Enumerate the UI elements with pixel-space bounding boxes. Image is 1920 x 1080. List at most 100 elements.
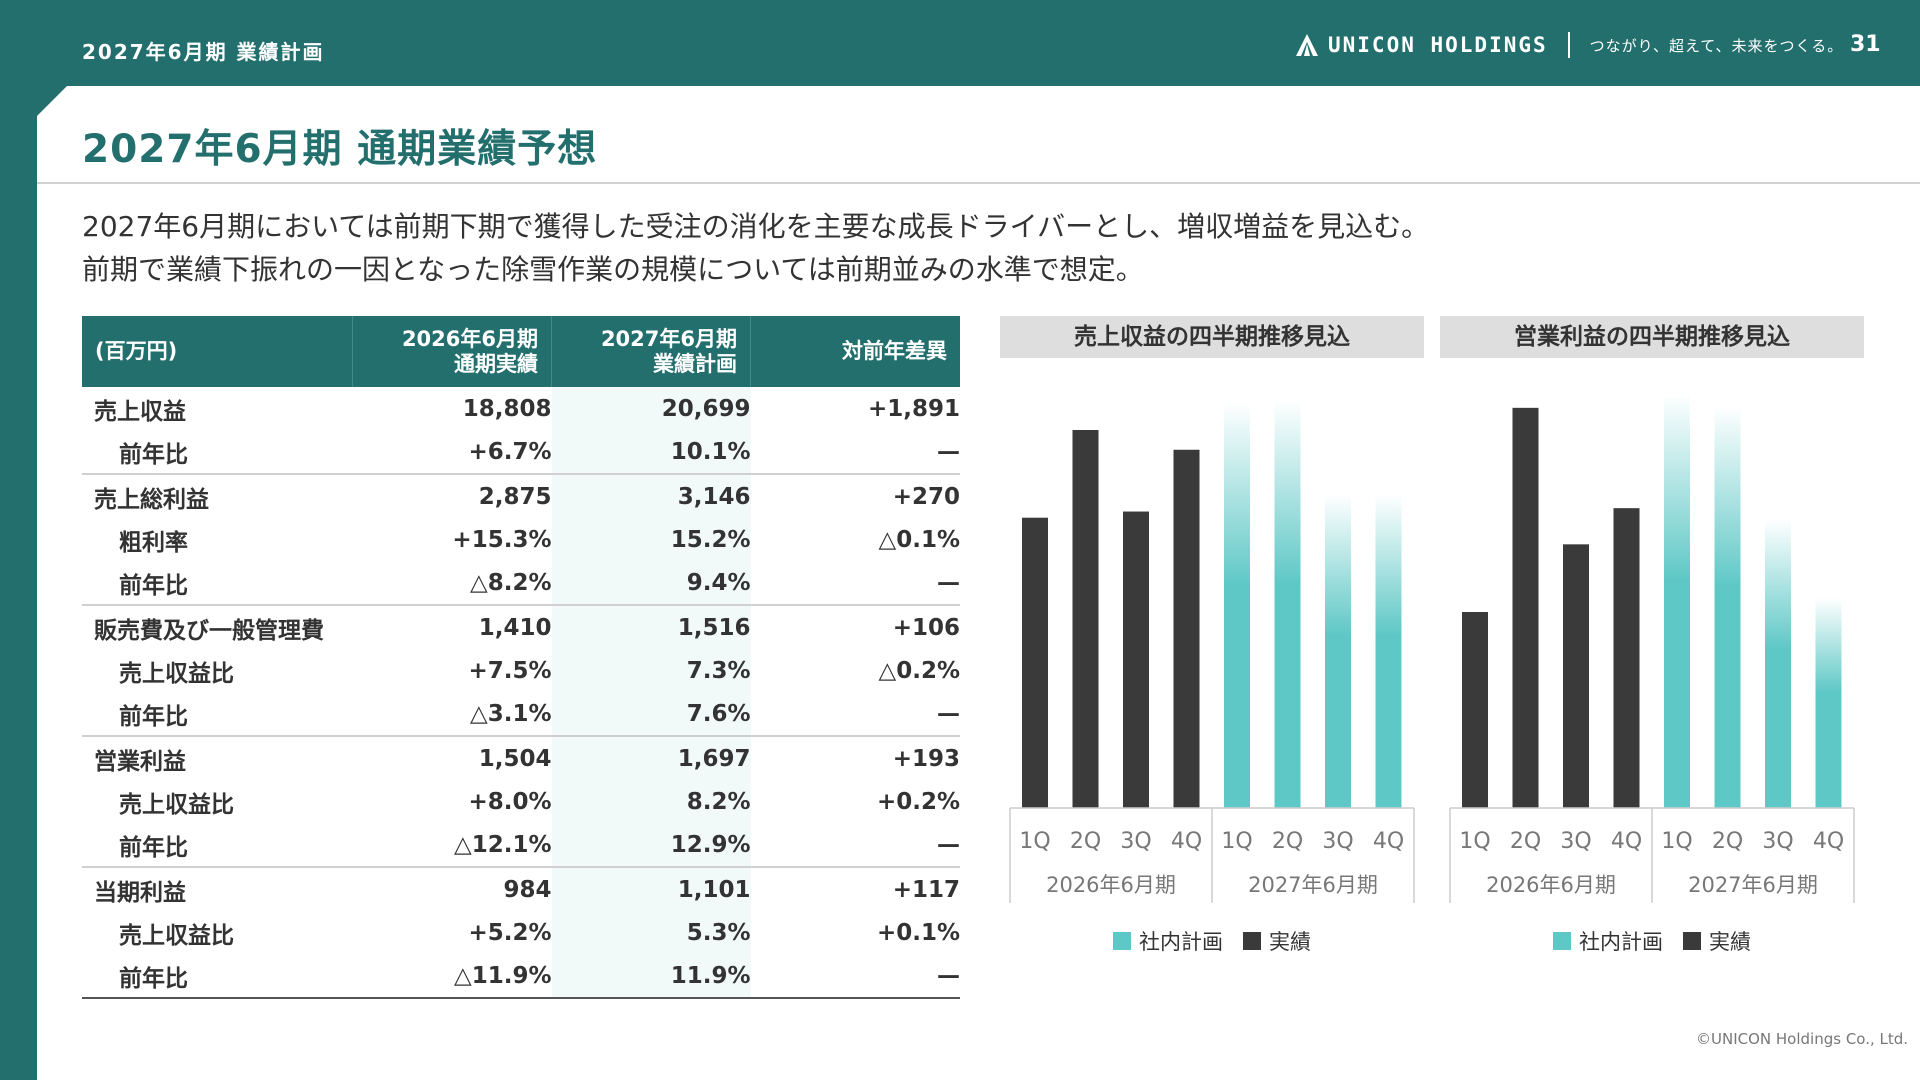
quarter-tick-label: 1Q [1459,829,1490,854]
row-label: 前年比 [119,572,188,599]
quarter-tick-label: 4Q [1171,829,1202,854]
actual-bar [1563,544,1589,808]
plan-bar [1274,400,1301,808]
row-label: 粗利率 [119,529,188,556]
table-row: 営業利益 1,504 1,697 +193 [82,735,960,780]
legend-plan: 社内計画 [1113,926,1223,956]
fy2026-value: 1,504 [352,735,552,780]
quarter-tick-label: 4Q [1373,829,1404,854]
legend-actual: 実績 [1243,926,1311,956]
diff-value: △0.1% [878,526,960,553]
quarter-tick-label: 1Q [1661,829,1692,854]
mountain-logo-icon [1296,34,1318,56]
plan-bar [1714,405,1741,808]
actual-bar [1462,612,1488,808]
table-row: 売上収益比 +8.0% 8.2% +0.2% [82,780,960,823]
quarter-tick-label: 2Q [1070,829,1101,854]
actual-bar [1022,517,1048,808]
revenue-chart-svg: 1Q 2Q 3Q 4Q 1Q 2Q 3Q 4Q 2026年6月期 2027年6月期 [1009,400,1415,903]
table-header-row: (百万円) 2026年6月期 通期実績 2027年6月期 業績計画 対前年差異 [82,316,960,387]
fy2027-value: 7.6% [551,692,751,736]
diff-value: +106 [750,604,960,649]
fy2027-value: 15.2% [551,518,751,561]
quarter-tick-label: 2Q [1272,829,1303,854]
quarter-tick-label: 4Q [1611,829,1642,854]
quarter-tick-label: 3Q [1560,829,1591,854]
row-label: 前年比 [119,441,188,468]
table-row: 売上収益比 +5.2% 5.3% +0.1% [82,911,960,954]
operating-profit-quarterly-chart: 営業利益の四半期推移見込 1Q 2Q 3Q 4Q 1Q 2Q 3Q 4Q 2026年6月期 202… [1440,316,1864,966]
fy2027-value: 9.4% [551,561,751,605]
table-row: 前年比 △12.1% 12.9% — [82,823,960,867]
plan-bar [1664,393,1690,808]
fy2026-value: 984 [352,866,552,911]
fy2027-value: 8.2% [551,780,751,823]
diff-value: +0.1% [876,919,960,946]
revenue-quarterly-chart: 売上収益の四半期推移見込 1Q 2Q 3Q 4Q 1Q 2Q 3Q 4Q 2026年6月期 202… [1000,316,1424,966]
brand-tagline: つながり、超えて、未来をつくる。 [1589,36,1844,55]
actual-swatch [1683,932,1701,950]
diff-value: +270 [750,473,960,518]
quarter-tick-label: 3Q [1120,829,1151,854]
legend-plan: 社内計画 [1553,926,1663,956]
chart-title: 売上収益の四半期推移見込 [1000,316,1424,358]
actual-bar [1072,430,1099,808]
row-label: 当期利益 [82,866,353,911]
summary-line: 2027年6月期においては前期下期で獲得した受注の消化を主要な成長ドライバーとし… [82,210,1430,243]
fy2027-header-line2: 業績計画 [653,351,737,376]
diff-value: +193 [750,735,960,780]
fy2027-value: 1,101 [551,866,751,911]
fy2026-value: △11.9% [352,954,552,999]
actual-bar [1512,407,1539,808]
plan-swatch [1113,932,1131,950]
fy2026-value: 18,808 [462,395,552,422]
fy2026-value: 1,410 [352,604,552,649]
fy2026-value: △12.1% [454,831,552,858]
quarter-tick-label: 3Q [1322,829,1353,854]
table-row: 粗利率 +15.3% 15.2% △0.1% [82,518,960,561]
table-row: 前年比 △11.9% 11.9% — [82,954,960,999]
fy2026-value: +5.2% [468,919,552,946]
row-label: 売上収益 [94,398,186,425]
diff-value: △0.2% [878,657,960,684]
fy2027-value: 5.3% [551,911,751,954]
fy2027-value: 7.3% [551,649,751,692]
plan-bar [1224,402,1250,808]
table-row: 売上総利益 2,875 3,146 +270 [82,473,960,518]
fiscal-year-group-label: 2027年6月期 [1688,873,1818,897]
page-number: 31 [1850,32,1881,57]
chart-title: 営業利益の四半期推移見込 [1440,316,1864,358]
page-label: 2027年6月期 業績計画 [82,40,325,64]
table-row: 当期利益 984 1,101 +117 [82,866,960,911]
profit-chart-svg: 1Q 2Q 3Q 4Q 1Q 2Q 3Q 4Q 2026年6月期 2027年6月期 [1449,393,1855,903]
summary-line: 前期で業績下振れの一因となった除雪作業の規模については前期並みの水準で想定。 [82,253,1144,286]
fy2026-value: △8.2% [470,569,552,596]
fy2026-value: △3.1% [470,700,552,727]
legend-plan-label: 社内計画 [1139,930,1223,954]
fy2027-value: 1,516 [551,604,751,649]
title-divider [37,182,1920,184]
plan-bar [1375,494,1402,808]
row-label: 売上収益比 [119,660,234,687]
fy2027-header-line1: 2027年6月期 [600,326,737,351]
actual-bar [1173,449,1200,808]
legend-actual-label: 実績 [1709,930,1751,954]
table-row: 販売費及び一般管理費 1,410 1,516 +106 [82,604,960,649]
actual-bar [1123,511,1149,808]
fy2027-value: 20,699 [551,387,751,430]
diff-value: — [937,569,960,596]
fy2026-value: +7.5% [468,657,552,684]
row-label: 売上収益比 [119,791,234,818]
row-label: 前年比 [119,703,188,730]
legend-actual: 実績 [1683,926,1751,956]
brand-divider [1567,32,1570,58]
fy2027-value: 10.1% [551,430,751,474]
brand: UNICON HOLDINGS つながり、超えて、未来をつくる。 [1294,32,1843,58]
financial-table: (百万円) 2026年6月期 通期実績 2027年6月期 業績計画 対前年差異 … [82,316,960,999]
plan-bar [1325,494,1351,808]
fy2026-header: 2026年6月期 通期実績 [352,316,552,387]
diff-value: — [937,438,960,465]
fiscal-year-group-label: 2026年6月期 [1486,873,1616,897]
plan-swatch [1553,932,1571,950]
row-label: 販売費及び一般管理費 [82,604,353,649]
